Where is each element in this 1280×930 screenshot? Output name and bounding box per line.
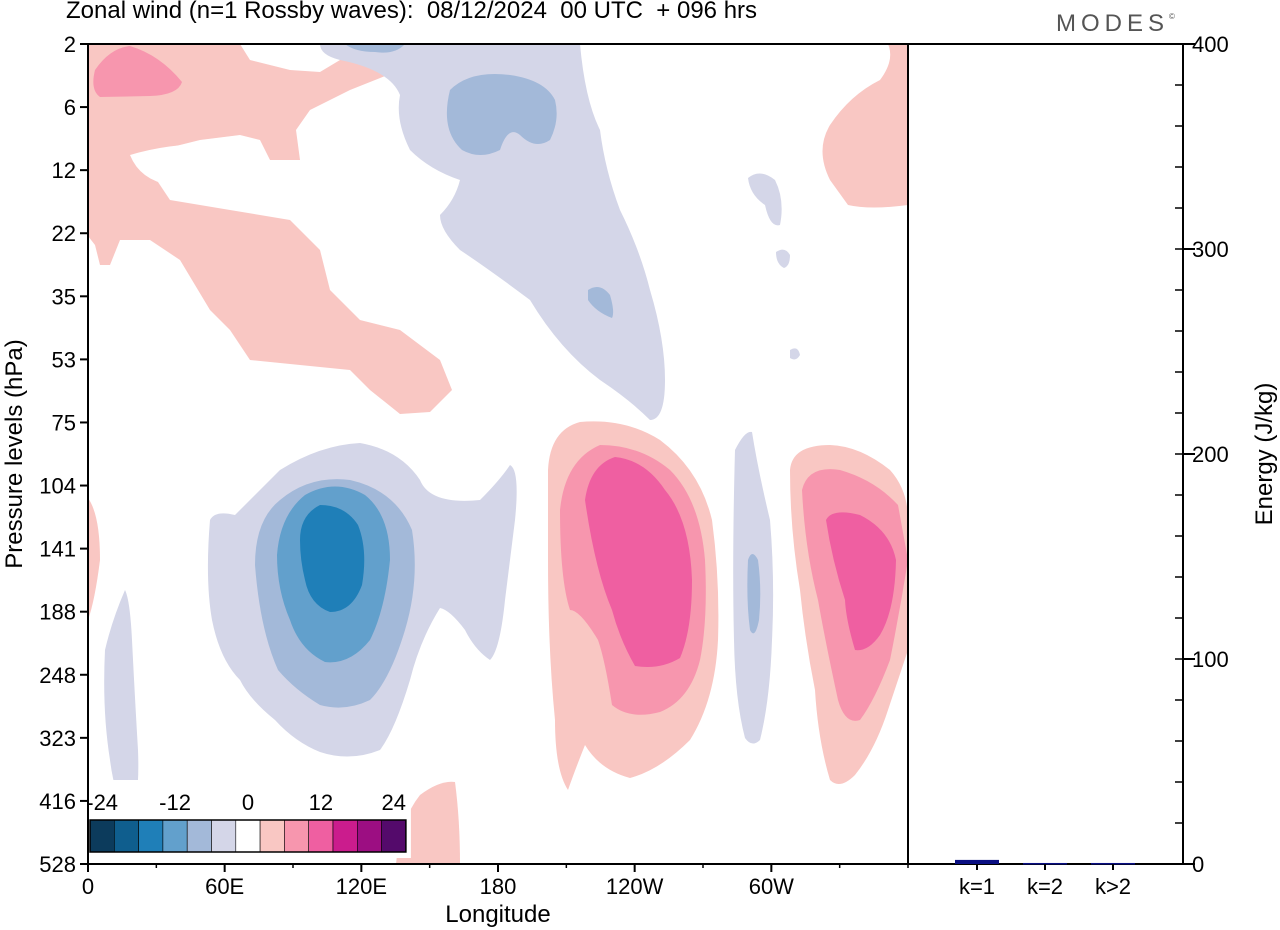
y-tick-label: 528 xyxy=(39,852,76,877)
chart-title: Zonal wind (n=1 Rossby waves): 08/12/202… xyxy=(66,0,758,24)
contour-neg-narrow-60w-core xyxy=(747,554,761,634)
x-tick-label: 0 xyxy=(82,874,94,899)
contour-neg-upper-top xyxy=(345,44,405,53)
contour-neg-small-a xyxy=(588,286,614,318)
energy-tick-label: 0 xyxy=(1192,852,1204,877)
x-axis: 0 60E 120E 180 120W 60W xyxy=(82,864,909,899)
y-tick-label: 12 xyxy=(52,158,76,183)
y-tick-label: 248 xyxy=(39,663,76,688)
y-tick-label: 2 xyxy=(64,32,76,57)
x-tick-label: 120E xyxy=(336,874,387,899)
modes-logo: MODES© xyxy=(1056,10,1175,38)
y-tick-label: 75 xyxy=(52,410,76,435)
y-axis: 2 6 12 22 35 53 75 104 141 188 248 323 416 528 xyxy=(39,32,88,877)
energy-bar xyxy=(1023,862,1067,865)
x-tick-label: 60E xyxy=(205,874,244,899)
colorbar-label: -24 xyxy=(86,790,118,815)
contour-neg-upper-core xyxy=(446,74,557,155)
contour-hole-a xyxy=(130,143,270,185)
colorbar-swatch xyxy=(162,819,188,853)
energy-bar xyxy=(955,859,999,864)
y-tick-label: 35 xyxy=(52,284,76,309)
contour-neg-small-d xyxy=(790,348,800,360)
y-tick-label: 22 xyxy=(52,221,76,246)
y-tick-label: 6 xyxy=(64,95,76,120)
x-tick-label: 60W xyxy=(749,874,794,899)
energy-bars: k=1 k=2 k>2 xyxy=(955,859,1135,899)
colorbar-swatch xyxy=(138,819,164,853)
x-axis-label: Longitude xyxy=(445,901,550,928)
colorbar-swatch xyxy=(332,819,358,853)
colorbar-swatch xyxy=(211,819,237,853)
y-axis-label: Pressure levels (hPa) xyxy=(1,339,28,568)
contour-pos-upper-right xyxy=(822,44,908,208)
x-tick-label: 120W xyxy=(606,874,664,899)
x-tick-label: 180 xyxy=(480,874,517,899)
y-tick-label: 141 xyxy=(39,537,76,562)
colorbar-swatch xyxy=(259,819,285,853)
logo-mark: © xyxy=(1169,12,1175,21)
energy-category-label: k=2 xyxy=(1027,874,1063,899)
contour-pos-upper-left-core xyxy=(93,46,182,97)
energy-category-label: k>2 xyxy=(1095,874,1131,899)
contour-field xyxy=(88,44,908,864)
colorbar-swatch xyxy=(381,819,407,853)
colorbar-swatch xyxy=(114,819,139,853)
colorbar-swatch xyxy=(89,819,115,853)
energy-tick-label: 100 xyxy=(1192,647,1229,672)
colorbar-label: 0 xyxy=(242,790,254,815)
energy-bar xyxy=(1091,862,1135,865)
contour-pos-left-edge xyxy=(88,498,100,620)
colorbar-swatch xyxy=(356,819,382,853)
contour-pos-20w-3 xyxy=(826,512,896,651)
energy-tick-label: 300 xyxy=(1192,237,1229,262)
contour-neg-narrow-left xyxy=(104,590,139,820)
colorbar-swatch xyxy=(186,819,212,853)
energy-category-label: k=1 xyxy=(959,874,995,899)
y-tick-label: 323 xyxy=(39,726,76,751)
contour-pos-bottom xyxy=(396,781,460,864)
y-tick-label: 104 xyxy=(39,474,76,499)
y-tick-label: 188 xyxy=(39,600,76,625)
colorbar-swatch xyxy=(308,819,334,853)
colorbar-label: -12 xyxy=(159,790,191,815)
colorbar-label: 24 xyxy=(382,790,406,815)
y-tick-label: 416 xyxy=(39,789,76,814)
colorbar-swatch xyxy=(284,819,309,853)
energy-axis-label: Energy (J/kg) xyxy=(1251,383,1278,526)
colorbar-swatch xyxy=(235,819,261,853)
colorbar: -24 -12 0 12 24 xyxy=(86,780,411,858)
colorbar-label: 12 xyxy=(309,790,333,815)
energy-tick-label: 200 xyxy=(1192,442,1229,467)
y-tick-label: 53 xyxy=(52,347,76,372)
logo-text: MODES xyxy=(1056,10,1170,37)
energy-tick-label: 400 xyxy=(1192,32,1229,57)
colorbar-frame xyxy=(89,819,407,853)
contour-pos-upper-left xyxy=(88,44,540,414)
contour-neg-upper xyxy=(320,44,665,420)
contour-neg-lower-4 xyxy=(300,505,365,612)
energy-frame xyxy=(907,43,1184,865)
energy-axis: 0 100 200 300 400 xyxy=(1175,32,1229,877)
contour-neg-small-b xyxy=(748,173,782,226)
contour-pos-120w-3 xyxy=(585,457,692,667)
contour-neg-small-c xyxy=(776,249,790,268)
